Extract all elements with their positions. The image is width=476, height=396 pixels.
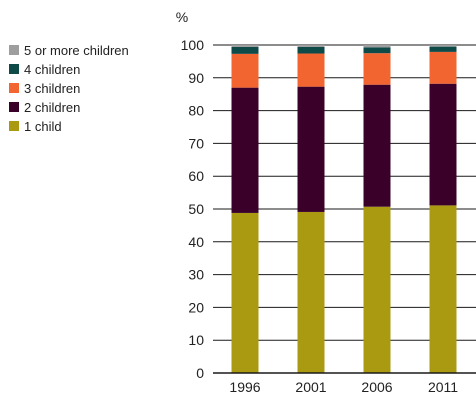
x-tick-label-2001: 2001: [295, 379, 326, 395]
bar-1996-series-4: [231, 45, 259, 47]
legend-label-3: 2 children: [24, 100, 80, 115]
bar-2006-series-2: [363, 53, 391, 85]
bar-2006-series-4: [363, 45, 391, 48]
legend-swatch-2: [9, 83, 19, 93]
y-tick-label-100: 100: [181, 37, 205, 53]
legend-label-1: 4 children: [24, 62, 80, 77]
legend: 5 or more children 4 children 3 children 2 …: [9, 43, 129, 134]
bar-2006-series-3: [363, 47, 391, 54]
bar-2006-series-0: [363, 206, 391, 373]
y-tick-label-60: 60: [188, 168, 204, 184]
legend-label-0: 5 or more children: [24, 43, 129, 58]
y-tick-label-10: 10: [188, 332, 204, 348]
bar-1996-series-2: [231, 53, 259, 88]
y-tick-label-70: 70: [188, 135, 204, 151]
bar-2006-series-1: [363, 84, 391, 207]
bar-2011-series-4: [429, 45, 457, 47]
bar-2001-series-3: [297, 46, 325, 54]
bar-2011-series-0: [429, 205, 457, 373]
x-tick-label-1996: 1996: [229, 379, 260, 395]
y-tick-label-50: 50: [188, 201, 204, 217]
bar-1996-series-0: [231, 212, 259, 373]
bar-2001-series-2: [297, 53, 325, 87]
legend-swatch-3: [9, 102, 19, 112]
bar-2011-series-3: [429, 46, 457, 52]
legend-label-2: 3 children: [24, 81, 80, 96]
x-tick-label-2006: 2006: [361, 379, 392, 395]
bar-2001-series-1: [297, 86, 325, 212]
legend-swatch-0: [9, 45, 19, 55]
bar-2011-series-1: [429, 83, 457, 206]
bar-2001-series-4: [297, 45, 325, 47]
bar-2001-series-0: [297, 211, 325, 373]
y-axis-label: %: [176, 9, 188, 25]
y-tick-label-20: 20: [188, 299, 204, 315]
y-tick-label-80: 80: [188, 103, 204, 119]
bars: [231, 45, 457, 373]
legend-label-4: 1 child: [24, 119, 62, 134]
axes: 0 10 20 30 40 50 60 70 80 90 100 1996 2001 2006 2011%: [176, 9, 476, 395]
bar-1996-series-3: [231, 46, 259, 54]
x-tick-label-2011: 2011: [428, 379, 458, 395]
legend-swatch-4: [9, 121, 19, 131]
bar-1996-series-1: [231, 87, 259, 213]
y-tick-label-40: 40: [188, 234, 204, 250]
legend-swatch-1: [9, 64, 19, 74]
bar-2011-series-2: [429, 51, 457, 84]
y-tick-label-30: 30: [188, 267, 204, 283]
y-tick-label-0: 0: [196, 365, 204, 381]
y-tick-label-90: 90: [188, 70, 204, 86]
